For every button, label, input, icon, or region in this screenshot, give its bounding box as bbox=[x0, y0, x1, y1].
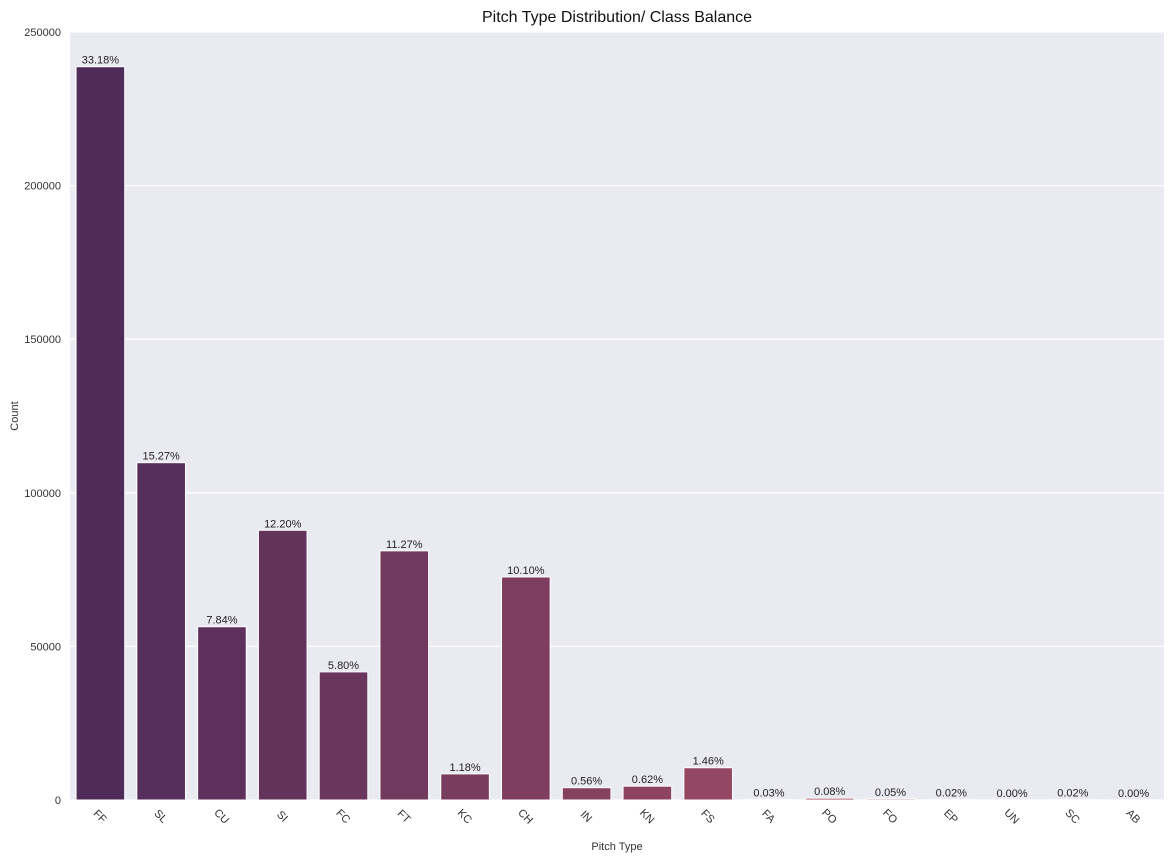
bar-fc bbox=[318, 671, 369, 801]
bar-value-label: 0.05% bbox=[875, 787, 906, 799]
bar-po bbox=[804, 797, 855, 801]
x-axis-ticks: FF SL CU SI FC FT KC CH IN KN FS FA PO FO EP UN SC AB bbox=[91, 807, 1143, 827]
bar-value-label: 0.03% bbox=[753, 787, 784, 799]
bar-value-label: 0.00% bbox=[1118, 788, 1149, 800]
bar-kc bbox=[440, 773, 490, 801]
x-tick-label: FS bbox=[698, 807, 716, 825]
bar-value-label: 33.18% bbox=[82, 55, 120, 67]
bar-sl bbox=[136, 462, 186, 801]
bar-value-label: 12.20% bbox=[264, 518, 302, 530]
x-tick-label: UN bbox=[1001, 807, 1021, 827]
bar-value-label: 0.08% bbox=[814, 786, 845, 798]
x-tick-label: AB bbox=[1123, 807, 1142, 826]
x-tick-label: IN bbox=[578, 809, 594, 825]
y-tick-label: 50000 bbox=[30, 641, 61, 653]
bar-value-label: 0.02% bbox=[936, 788, 967, 800]
bar-value-labels: 33.18% 15.27% 7.84% 12.20% 5.80% 11.27% 1.18% 1… bbox=[82, 55, 1150, 800]
y-tick-label: 250000 bbox=[24, 27, 61, 39]
bar-si bbox=[257, 529, 308, 801]
bar-ff bbox=[75, 66, 126, 801]
bar-ch bbox=[501, 576, 551, 801]
bar-value-label: 1.46% bbox=[693, 756, 724, 768]
bar-in bbox=[561, 787, 612, 801]
x-tick-label: SC bbox=[1062, 807, 1081, 826]
y-tick-label: 100000 bbox=[24, 488, 61, 500]
y-axis-label: Count bbox=[9, 401, 21, 430]
y-tick-label: 150000 bbox=[24, 334, 61, 346]
bar-fo bbox=[865, 798, 916, 801]
x-tick-label: SL bbox=[151, 808, 169, 826]
x-tick-label: PO bbox=[819, 807, 839, 827]
bar-value-label: 11.27% bbox=[386, 539, 423, 551]
bar-value-label: 7.84% bbox=[206, 615, 237, 627]
x-tick-label: FC bbox=[333, 807, 352, 826]
bar-kn bbox=[622, 785, 673, 801]
bar-value-label: 0.56% bbox=[571, 776, 602, 788]
bar-fa bbox=[744, 798, 794, 801]
x-tick-label: SI bbox=[274, 809, 290, 825]
x-tick-label: CU bbox=[211, 807, 231, 827]
bar-value-label: 0.00% bbox=[996, 788, 1027, 800]
bar-value-label: 10.10% bbox=[507, 565, 545, 577]
x-tick-label: KN bbox=[637, 807, 656, 826]
x-tick-label: EP bbox=[941, 807, 960, 826]
grid-lines bbox=[70, 31, 1164, 801]
bar-cu bbox=[197, 626, 247, 801]
x-tick-label: KC bbox=[455, 807, 474, 826]
bar-value-label: 1.18% bbox=[449, 762, 480, 774]
x-tick-label: CH bbox=[515, 807, 535, 827]
plot-area bbox=[70, 32, 1164, 800]
bar-value-label: 15.27% bbox=[143, 451, 181, 463]
y-tick-label: 200000 bbox=[24, 181, 61, 193]
bar-value-label: 0.62% bbox=[632, 774, 663, 786]
bar-ft bbox=[379, 550, 430, 801]
x-tick-label: FT bbox=[395, 808, 413, 826]
y-tick-label: 0 bbox=[55, 795, 61, 807]
bar-value-label: 0.02% bbox=[1057, 788, 1088, 800]
bars bbox=[75, 66, 1159, 801]
chart-title: Pitch Type Distribution/ Class Balance bbox=[482, 9, 752, 26]
y-axis-ticks: 0 50000 100000 150000 200000 250000 bbox=[24, 27, 61, 807]
bar-value-label: 5.80% bbox=[328, 660, 359, 672]
bar-fs bbox=[683, 767, 733, 801]
x-tick-label: FO bbox=[880, 807, 900, 827]
x-tick-label: FA bbox=[759, 808, 777, 826]
x-axis-label: Pitch Type bbox=[591, 841, 642, 853]
x-tick-label: FF bbox=[91, 808, 109, 826]
